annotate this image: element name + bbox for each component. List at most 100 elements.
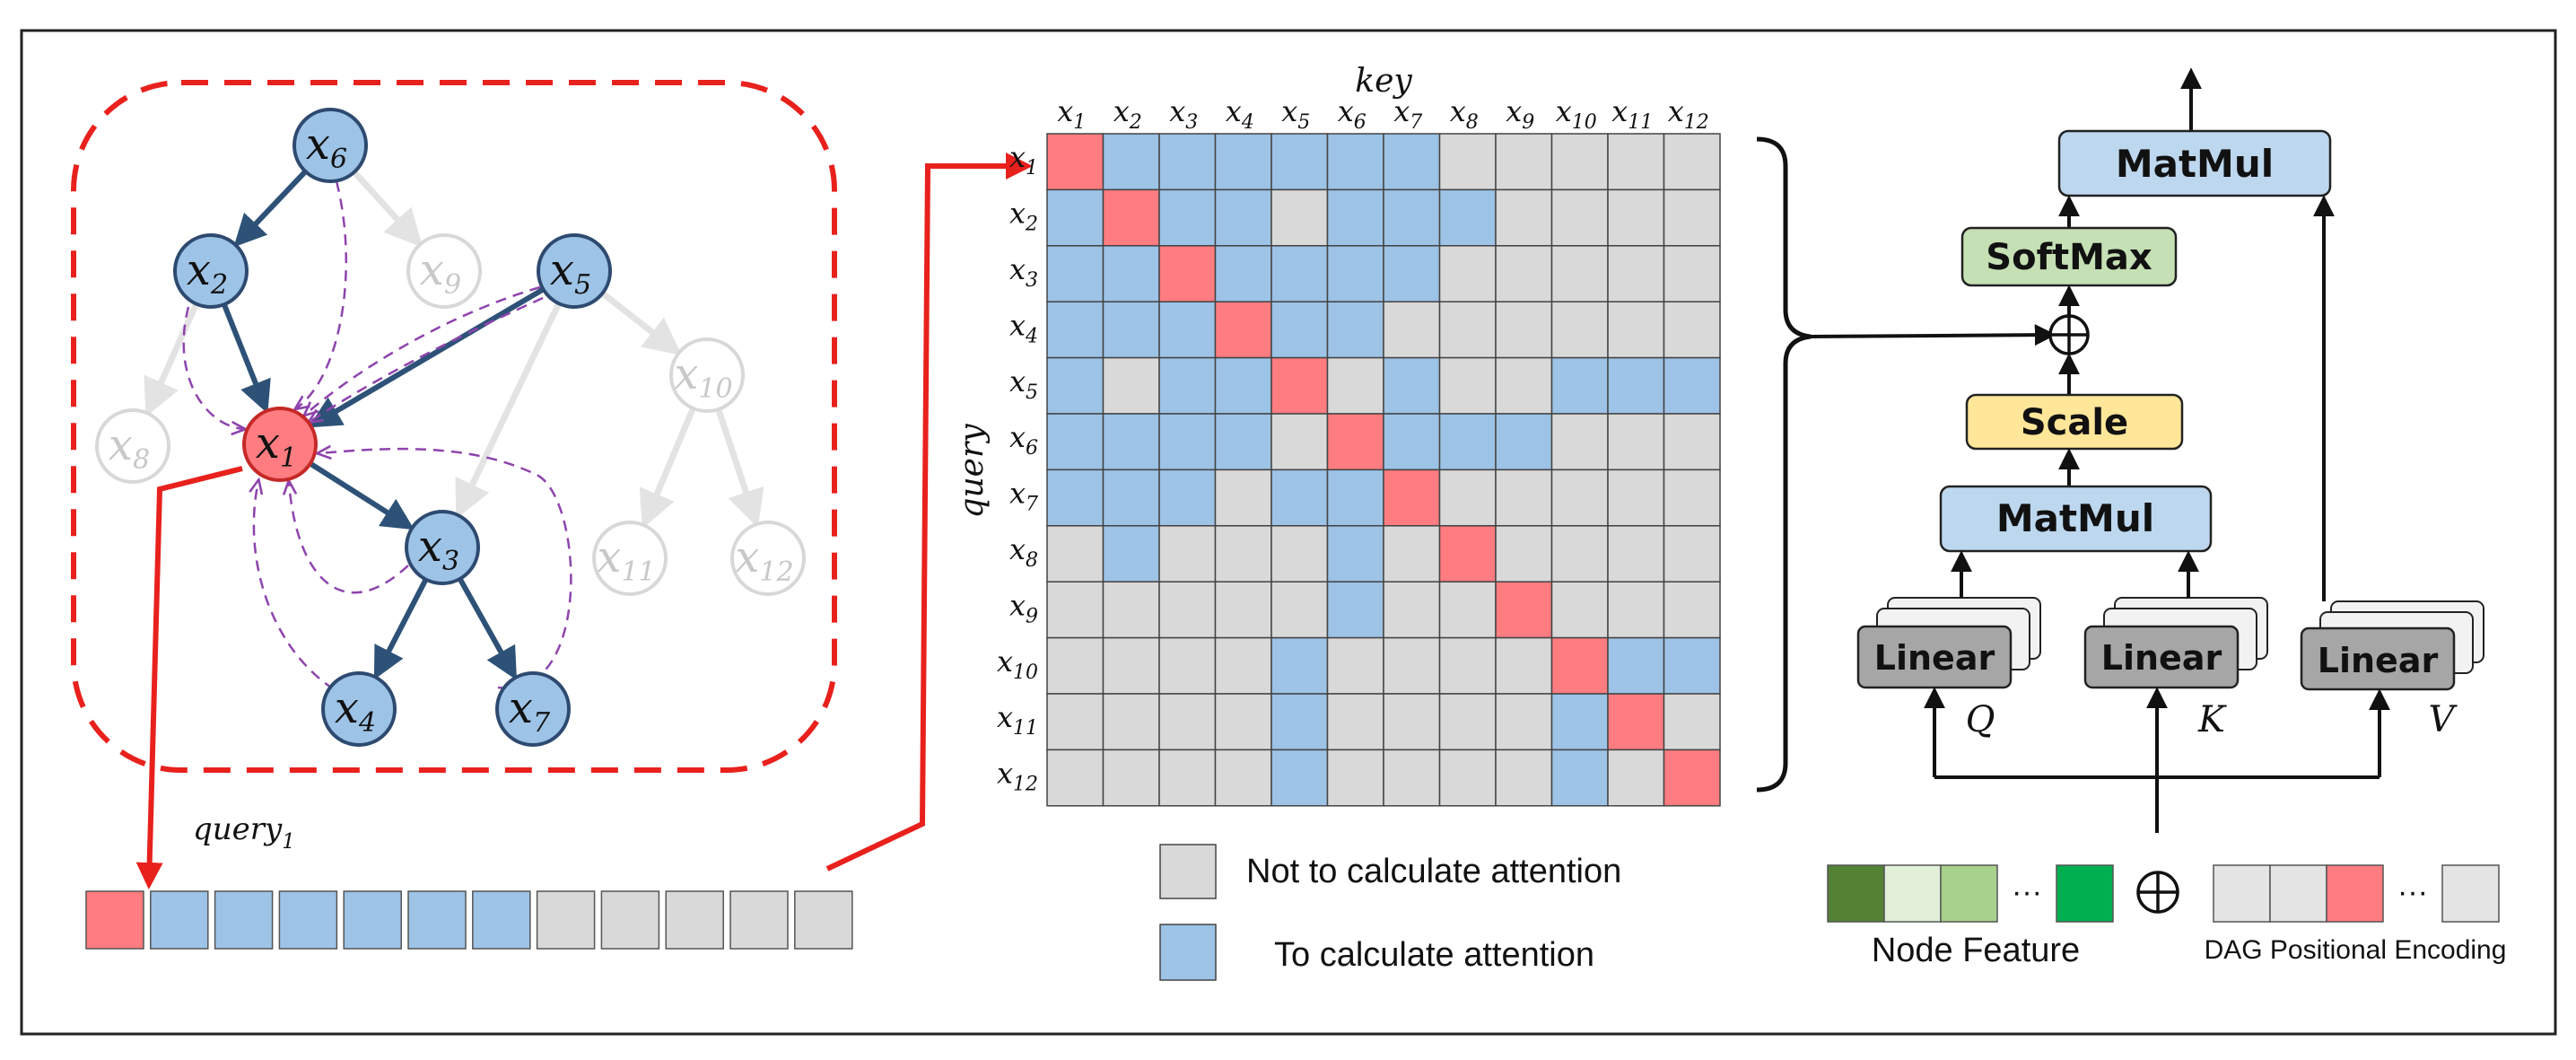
matrix-cell bbox=[1326, 469, 1384, 527]
matrix-cell bbox=[1495, 581, 1553, 639]
matrix-cell bbox=[1607, 469, 1665, 527]
matrix-cell bbox=[1102, 356, 1160, 415]
node-feature-ellipsis: ··· bbox=[2012, 875, 2042, 909]
matrix-cell bbox=[1495, 133, 1553, 191]
matrix-cell bbox=[1214, 356, 1272, 415]
matrix-col-label: x1 bbox=[1057, 94, 1086, 134]
matmul-top-box bbox=[2057, 129, 2332, 197]
matrix-cell bbox=[1495, 469, 1553, 527]
matrix-cell bbox=[1438, 469, 1497, 527]
matrix-cell bbox=[1550, 581, 1609, 639]
node-label-x10: x10 bbox=[674, 349, 732, 405]
label-k: K bbox=[2197, 699, 2227, 740]
matrix-cell bbox=[1158, 356, 1217, 415]
dag-pe-ellipsis: ··· bbox=[2397, 875, 2428, 909]
matrix-cell bbox=[1550, 749, 1609, 807]
matrix-cell bbox=[1550, 245, 1609, 302]
matrix-cell bbox=[1046, 413, 1105, 471]
matrix-row-label: x2 bbox=[1009, 197, 1038, 236]
matrix-cell bbox=[1214, 693, 1272, 751]
legend-label-not-calc: Not to calculate attention bbox=[1246, 853, 1621, 890]
legend-swatch-calc bbox=[1159, 924, 1217, 981]
matrix-cell bbox=[1550, 356, 1609, 415]
matrix-cell bbox=[1607, 749, 1665, 807]
matrix-cell bbox=[1550, 469, 1609, 527]
matrix-row-label: x7 bbox=[1009, 477, 1038, 516]
matrix-cell bbox=[1550, 693, 1609, 751]
matrix-cell bbox=[1102, 413, 1160, 471]
query-vector-cell bbox=[214, 890, 274, 950]
query-connector-up bbox=[825, 153, 1033, 872]
node-label-x9: x9 bbox=[420, 245, 461, 301]
matrix-cell bbox=[1271, 133, 1329, 191]
node-circle-x10 bbox=[669, 337, 745, 413]
node-x8: x8 bbox=[95, 408, 170, 484]
query-vector-cell bbox=[343, 890, 402, 950]
dag-pe-strip bbox=[2213, 864, 2500, 923]
matrix-cell bbox=[1046, 301, 1105, 359]
matrix-cell bbox=[1607, 693, 1665, 751]
matrix-row-label: x1 bbox=[1009, 140, 1038, 180]
edge-active-x1-x3 bbox=[309, 460, 415, 530]
node-x9: x9 bbox=[406, 233, 482, 309]
matrix-cell bbox=[1214, 749, 1272, 807]
matrix-col-label: x12 bbox=[1668, 94, 1709, 134]
matrix-cell bbox=[1158, 133, 1217, 191]
matrix-cell bbox=[1326, 636, 1384, 695]
linear-k-label: Linear bbox=[2101, 638, 2222, 678]
matrix-cell bbox=[1326, 693, 1384, 751]
matrix-cell bbox=[1158, 581, 1217, 639]
query-vector-cell bbox=[536, 890, 596, 950]
matrix-cell bbox=[1102, 525, 1160, 583]
matrix-cell bbox=[1046, 693, 1105, 751]
node-label-x4: x4 bbox=[335, 683, 376, 739]
matrix-cell bbox=[1271, 581, 1329, 639]
node-circle-x3 bbox=[405, 510, 480, 585]
node-x10: x10 bbox=[669, 337, 745, 413]
matrix-cell bbox=[1102, 581, 1160, 639]
label-q: Q bbox=[1966, 699, 1995, 740]
query-vector-cell bbox=[729, 890, 789, 950]
matrix-cell bbox=[1158, 469, 1217, 527]
matrix-col-label: x5 bbox=[1281, 94, 1310, 134]
legend-label-calc: To calculate attention bbox=[1274, 936, 1594, 974]
query-1-label: query1 bbox=[193, 811, 295, 854]
matrix-cell bbox=[1102, 133, 1160, 191]
matrix-cell bbox=[1607, 581, 1665, 639]
matrix-cell bbox=[1383, 413, 1441, 471]
attention-matrix: x1 x1 x2 x2 x3 x3 x4 x4 x5 x5 x6 x6 x7 x7 x8 x8 x9 x9 x10 x… bbox=[997, 94, 1721, 807]
matrix-cell bbox=[1158, 693, 1217, 751]
edge-active-x6-x2 bbox=[233, 169, 308, 248]
matrix-cell bbox=[1214, 636, 1272, 695]
matrix-cell bbox=[1663, 356, 1721, 415]
matrix-cell bbox=[1663, 636, 1721, 695]
matrix-col-label: x4 bbox=[1226, 94, 1254, 134]
node-circle-x8 bbox=[95, 408, 170, 484]
matrix-cell bbox=[1495, 301, 1553, 359]
matrix-cell bbox=[1214, 245, 1272, 302]
node-x1: x1 bbox=[242, 407, 318, 482]
matrix-cell bbox=[1438, 693, 1497, 751]
matrix-cell bbox=[1271, 636, 1329, 695]
matrix-cell bbox=[1663, 245, 1721, 302]
edge-active-x2-x1 bbox=[222, 303, 271, 414]
node-circle-x9 bbox=[406, 233, 482, 309]
matrix-cell bbox=[1438, 188, 1497, 247]
matmul-top-label: MatMul bbox=[2116, 142, 2274, 186]
node-label-x6: x6 bbox=[306, 119, 347, 175]
matrix-cell bbox=[1607, 188, 1665, 247]
node-x12: x12 bbox=[730, 521, 806, 596]
matrix-row-label: x12 bbox=[997, 757, 1038, 796]
attention-curve-x3 bbox=[289, 482, 409, 594]
matrix-query-title: query bbox=[954, 424, 991, 519]
outer-frame bbox=[20, 29, 2557, 1036]
matrix-cell bbox=[1158, 188, 1217, 247]
matrix-cell bbox=[1438, 356, 1497, 415]
matrix-cell bbox=[1438, 245, 1497, 302]
matrix-cell bbox=[1214, 469, 1272, 527]
node-label-x8: x8 bbox=[109, 420, 150, 476]
matrix-cell bbox=[1438, 636, 1497, 695]
matrix-row-label: x11 bbox=[997, 700, 1038, 740]
node-x11: x11 bbox=[592, 521, 668, 596]
matrix-cell bbox=[1214, 525, 1272, 583]
